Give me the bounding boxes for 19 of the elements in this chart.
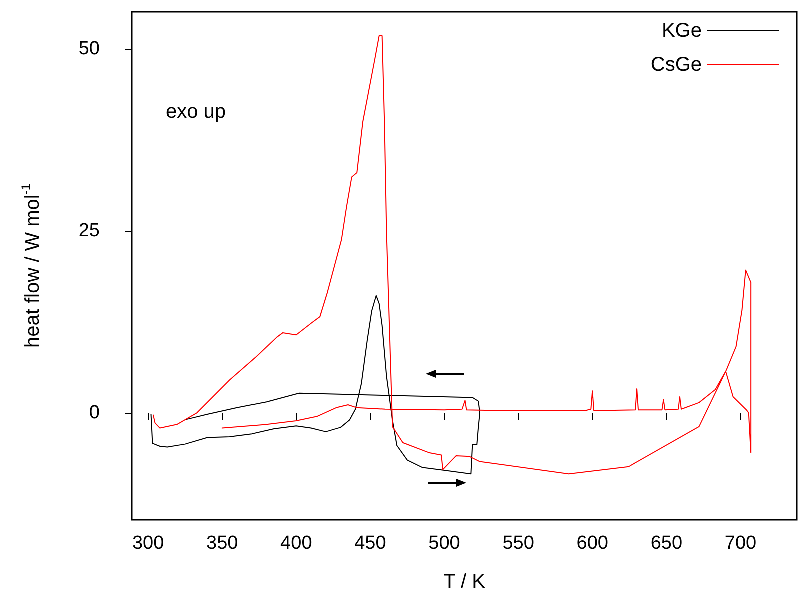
annotation: exo up <box>166 101 226 123</box>
legend-label: KGe <box>662 20 702 42</box>
y-tick-label: 0 <box>89 402 100 424</box>
x-tick-label: 400 <box>280 533 312 554</box>
x-tick-label: 450 <box>354 533 386 554</box>
x-tick-label: 500 <box>428 533 460 554</box>
x-tick-label: 650 <box>650 533 683 554</box>
x-tick-label: 600 <box>576 533 608 554</box>
x-tick-label: 550 <box>502 533 534 554</box>
x-tick-label: 700 <box>724 533 757 554</box>
x-tick-label: 350 <box>206 533 238 554</box>
x-axis-title: T / K <box>444 571 486 593</box>
legend-label: CsGe <box>650 54 702 76</box>
y-axis-title: heat flow / W mol-1 <box>19 184 44 348</box>
x-tick-label: 300 <box>132 533 164 554</box>
y-tick-label: 50 <box>78 38 100 60</box>
line-series <box>152 36 752 475</box>
y-tick-label: 25 <box>78 220 100 242</box>
line-series <box>150 295 481 475</box>
